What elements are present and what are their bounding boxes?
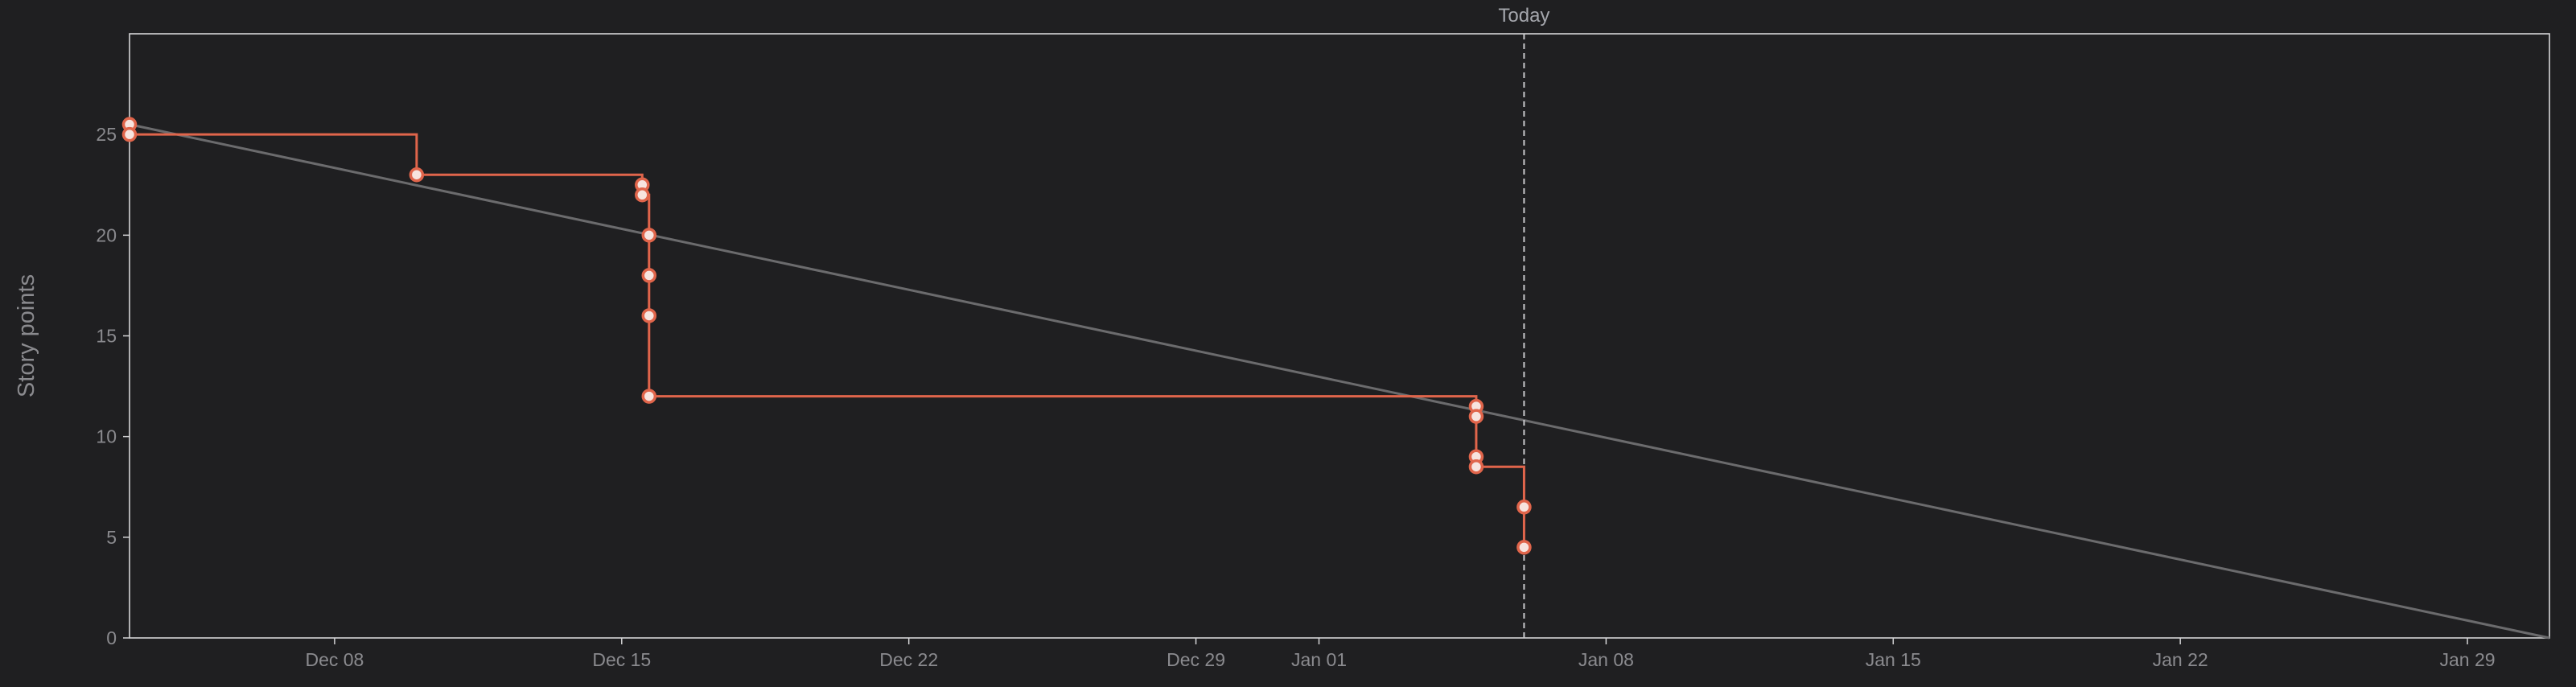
- y-tick-label: 5: [106, 527, 117, 548]
- actual-point: [409, 167, 425, 183]
- x-tick-label: Dec 29: [1167, 649, 1225, 670]
- x-tick-label: Dec 08: [305, 649, 364, 670]
- actual-point: [1468, 409, 1484, 424]
- x-tick-label: Dec 22: [879, 649, 938, 670]
- y-axis-title: Story points: [14, 274, 39, 397]
- plot-frame: [129, 33, 2550, 639]
- actual-point: [121, 126, 138, 142]
- actual-point: [641, 308, 657, 323]
- actual-point: [641, 389, 657, 404]
- actual-point: [1516, 500, 1532, 515]
- x-tick-label: Jan 01: [1291, 649, 1347, 670]
- y-tick-label: 15: [96, 326, 117, 347]
- x-tick-label: Jan 08: [1578, 649, 1634, 670]
- today-label: Today: [1498, 5, 1549, 27]
- ideal-line: [129, 123, 2550, 640]
- actual-point: [641, 228, 657, 243]
- actual-point: [635, 187, 650, 203]
- x-tick-label: Jan 29: [2440, 649, 2496, 670]
- actual-point: [1516, 540, 1532, 555]
- y-tick-label: 20: [96, 224, 117, 245]
- y-tick-label: 25: [96, 124, 117, 145]
- actual-line: [128, 124, 1525, 548]
- actual-point: [1468, 459, 1484, 475]
- x-tick-label: Jan 15: [1866, 649, 1921, 670]
- y-tick-label: 0: [106, 627, 117, 648]
- y-tick-label: 10: [96, 426, 117, 447]
- x-tick-label: Jan 22: [2153, 649, 2208, 670]
- actual-point: [641, 268, 657, 283]
- x-tick-label: Dec 15: [592, 649, 651, 670]
